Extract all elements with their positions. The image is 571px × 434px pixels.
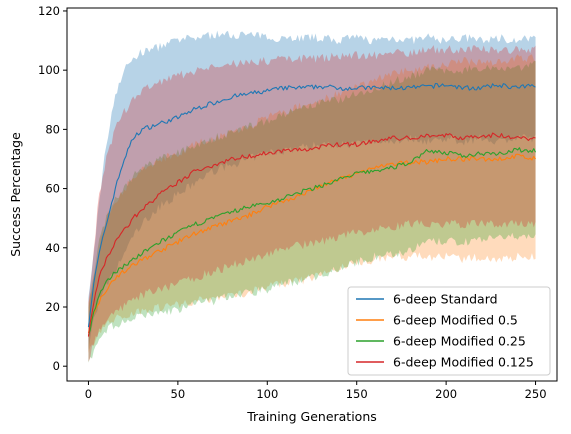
legend-label: 6-deep Standard: [393, 292, 498, 307]
y-tick-label: 0: [53, 359, 60, 373]
y-axis-ticks: 0 20 40 60 80 100 120: [38, 4, 67, 373]
legend-label: 6-deep Modified 0.5: [393, 313, 518, 328]
y-tick-label: 40: [45, 241, 60, 255]
x-tick-label: 250: [525, 387, 547, 401]
y-tick-label: 60: [45, 182, 60, 196]
legend-label: 6-deep Modified 0.25: [393, 334, 526, 349]
y-tick-label: 120: [38, 4, 60, 18]
y-axis-label: Success Percentage: [8, 132, 23, 257]
legend: 6-deep Standard 6-deep Modified 0.5 6-deep…: [348, 287, 550, 375]
x-tick-label: 0: [85, 387, 92, 401]
x-tick-label: 200: [435, 387, 457, 401]
x-tick-label: 150: [346, 387, 368, 401]
x-tick-label: 100: [256, 387, 278, 401]
x-axis-ticks: 0 50 100 150 200 250: [85, 381, 547, 401]
y-tick-label: 20: [45, 300, 60, 314]
legend-label: 6-deep Modified 0.125: [393, 355, 534, 370]
y-tick-label: 100: [38, 63, 60, 77]
x-axis-label: Training Generations: [246, 409, 377, 424]
y-tick-label: 80: [45, 122, 60, 136]
x-tick-label: 50: [171, 387, 186, 401]
